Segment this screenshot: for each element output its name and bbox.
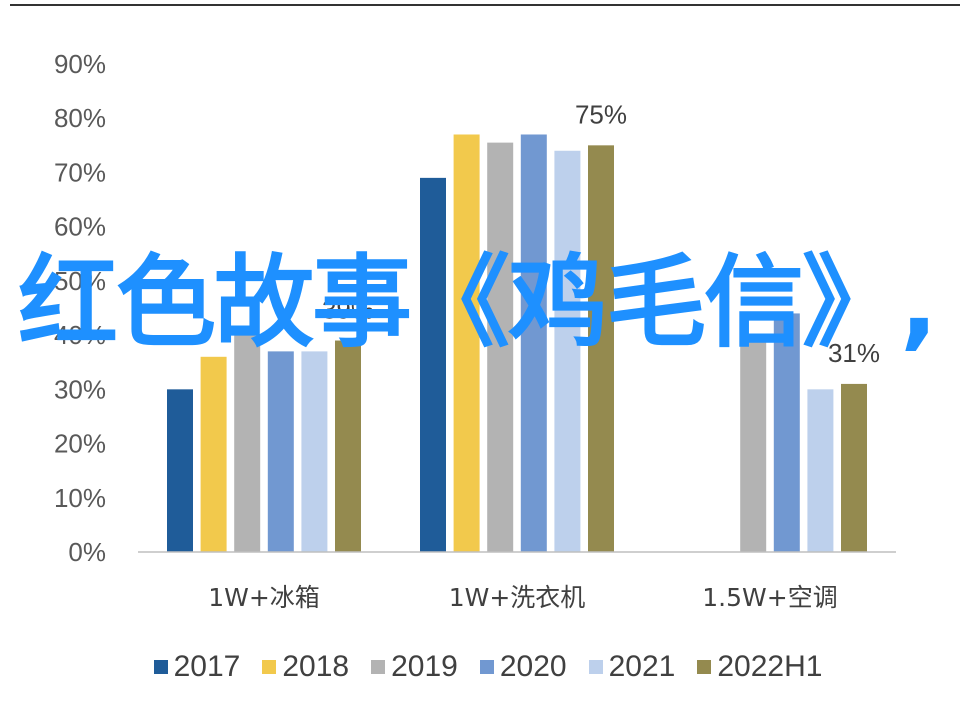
y-tick-label: 80% — [54, 103, 106, 133]
legend-label: 2018 — [282, 650, 350, 683]
legend-swatch — [153, 660, 168, 674]
legend-item: 2019 — [371, 650, 458, 684]
data-label: 31% — [828, 338, 880, 368]
bar-2019-2 — [740, 335, 767, 552]
y-tick-label: 20% — [54, 429, 106, 459]
bar-2022H1-0 — [335, 340, 361, 552]
legend: 2017 2018 2019 2020 2021 2022H1 — [0, 650, 976, 684]
y-tick-label: 10% — [54, 483, 106, 513]
bar-2022H1-1 — [588, 145, 614, 553]
legend-label: 2021 — [608, 650, 676, 683]
legend-swatch — [588, 660, 603, 674]
x-category-label: 1W+洗衣机 — [449, 583, 586, 612]
legend-label: 2020 — [499, 650, 567, 683]
bar-2021-2 — [807, 389, 834, 552]
legend-item: 2021 — [588, 650, 676, 684]
y-tick-label: 60% — [54, 212, 106, 242]
legend-swatch — [371, 660, 386, 674]
overlay-watermark-text: 红色故事《鸡毛信》, — [18, 244, 938, 361]
x-category-label: 1W+冰箱 — [208, 583, 320, 612]
bar-2017-0 — [167, 389, 193, 552]
bar-2021-0 — [301, 351, 328, 552]
y-tick-label: 40% — [54, 320, 106, 350]
top-rule — [10, 4, 960, 6]
x-category-label: 1.5W+空调 — [702, 583, 837, 612]
legend-item: 2017 — [153, 650, 241, 684]
y-tick-label: 90% — [54, 49, 106, 79]
bar-2019-1 — [487, 142, 514, 552]
legend-label: 2022H1 — [717, 650, 823, 683]
legend-label: 2017 — [173, 650, 241, 683]
y-tick-label: 50% — [54, 266, 106, 296]
bar-2018-0 — [200, 356, 227, 552]
bar-2020-1 — [520, 134, 547, 552]
legend-item: 2020 — [479, 650, 567, 684]
data-label: 39% — [322, 295, 374, 325]
bar-2022H1-2 — [841, 383, 867, 552]
bar-2020-0 — [267, 351, 294, 552]
y-tick-label: 0% — [68, 537, 106, 567]
bar-2017-1 — [420, 177, 446, 552]
legend-swatch — [479, 660, 494, 674]
legend-item: 2022H1 — [697, 650, 822, 684]
y-tick-label: 30% — [54, 374, 106, 404]
bar-2018-1 — [453, 134, 480, 552]
y-tick-label: 70% — [54, 157, 106, 187]
legend-swatch — [697, 660, 712, 674]
legend-item: 2018 — [262, 650, 349, 684]
legend-swatch — [262, 660, 277, 674]
bar-2020-2 — [773, 313, 800, 552]
legend-label: 2019 — [391, 650, 458, 683]
bar-2021-1 — [554, 150, 581, 552]
bar-2019-0 — [234, 335, 261, 552]
data-label: 75% — [575, 99, 627, 129]
